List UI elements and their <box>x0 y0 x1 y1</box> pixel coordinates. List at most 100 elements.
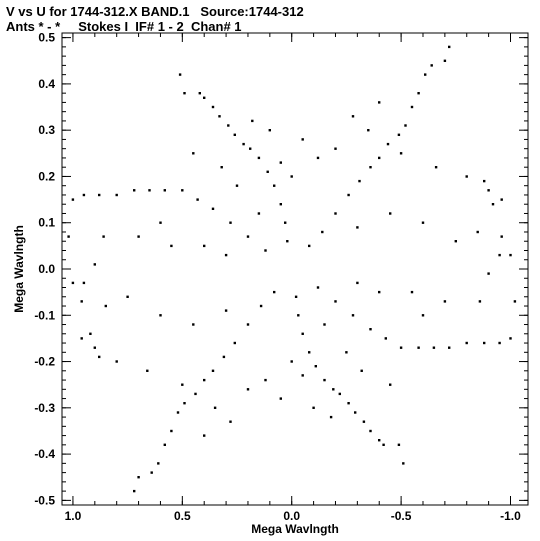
data-point <box>273 184 276 187</box>
data-point <box>301 332 304 335</box>
data-point <box>279 397 282 400</box>
y-tick-label: -0.4 <box>34 447 55 461</box>
y-tick-label: -0.2 <box>34 355 55 369</box>
data-point <box>329 415 333 419</box>
data-point <box>465 341 468 345</box>
data-point <box>491 203 495 206</box>
data-point <box>290 360 293 363</box>
data-point <box>358 179 361 183</box>
data-point <box>115 360 118 363</box>
data-point <box>159 314 162 317</box>
data-point <box>316 286 320 289</box>
data-point <box>137 235 140 238</box>
data-point <box>424 73 427 76</box>
data-point <box>369 429 372 433</box>
data-point <box>89 332 92 335</box>
data-point <box>386 142 390 146</box>
data-point <box>483 341 486 345</box>
data-point <box>378 101 381 104</box>
data-point <box>338 392 341 396</box>
data-point <box>369 328 372 331</box>
data-point <box>448 346 451 349</box>
data-point <box>301 374 304 377</box>
data-point <box>198 92 201 95</box>
data-point <box>297 314 300 317</box>
data-point <box>509 337 512 340</box>
chart-title: V vs U for 1744-312.X BAND.1 Source:1744… <box>6 4 304 19</box>
data-point <box>203 244 206 248</box>
x-tick-label: -1.0 <box>500 509 521 523</box>
data-point <box>227 124 230 127</box>
data-point <box>257 156 261 160</box>
data-point <box>251 119 254 123</box>
data-point <box>163 443 166 446</box>
data-point <box>354 411 357 414</box>
data-point <box>235 184 239 187</box>
y-tick-label: 0.3 <box>38 123 55 137</box>
data-point <box>483 179 486 183</box>
data-point <box>266 170 269 173</box>
data-point <box>279 203 282 206</box>
data-point <box>410 105 414 109</box>
data-point <box>417 92 420 95</box>
data-point <box>432 346 436 349</box>
data-point <box>157 462 160 465</box>
data-point <box>104 304 107 308</box>
data-point <box>224 253 228 257</box>
x-axis-label: Mega Wavlngth <box>251 522 339 536</box>
y-tick-label: 0.0 <box>38 262 55 276</box>
data-point <box>351 115 355 118</box>
data-point <box>454 240 457 243</box>
data-point <box>222 355 226 359</box>
data-point <box>323 378 326 382</box>
data-point <box>323 323 326 326</box>
data-point <box>268 129 271 132</box>
axis-ticks <box>62 33 528 505</box>
data-point <box>378 156 381 160</box>
data-point <box>150 471 153 474</box>
data-point <box>229 221 232 224</box>
data-point <box>148 189 151 192</box>
data-point <box>397 443 401 446</box>
data-point <box>347 402 350 405</box>
y-axis-label: Mega Wavlngth <box>12 225 26 313</box>
data-point <box>399 346 403 349</box>
data-point <box>203 378 206 382</box>
data-point <box>478 300 482 303</box>
data-point <box>163 189 166 192</box>
data-point <box>500 235 503 238</box>
data-point <box>71 281 75 285</box>
data-point <box>203 96 206 99</box>
data-point <box>183 92 186 95</box>
data-point <box>402 462 405 465</box>
data-point <box>133 489 136 493</box>
data-point <box>308 351 311 354</box>
data-point <box>71 198 75 201</box>
data-point <box>246 388 250 391</box>
x-tick-label: 1.0 <box>65 509 82 523</box>
data-point <box>218 115 221 118</box>
data-point <box>257 212 261 215</box>
data-point <box>334 300 337 303</box>
data-point <box>211 369 215 372</box>
data-point <box>170 244 173 248</box>
data-point <box>362 420 366 423</box>
data-point <box>246 235 250 238</box>
plot-frame <box>61 32 529 506</box>
data-point <box>314 365 317 368</box>
y-tick-label: -0.1 <box>34 308 55 322</box>
data-point <box>308 244 311 248</box>
data-point <box>316 156 320 160</box>
x-tick-label: 0.0 <box>283 509 300 523</box>
data-point <box>334 212 337 215</box>
data-point <box>196 198 199 201</box>
data-point <box>192 152 195 155</box>
data-point <box>312 406 315 409</box>
data-point <box>279 161 282 164</box>
x-tick-labels: 1.0 0.5 0.0 -0.5 -1.0 <box>65 509 522 523</box>
data-point <box>290 175 293 178</box>
y-tick-label: -0.5 <box>34 493 55 507</box>
y-tick-label: 0.1 <box>38 216 55 230</box>
data-point <box>159 221 162 224</box>
data-point <box>404 124 407 127</box>
